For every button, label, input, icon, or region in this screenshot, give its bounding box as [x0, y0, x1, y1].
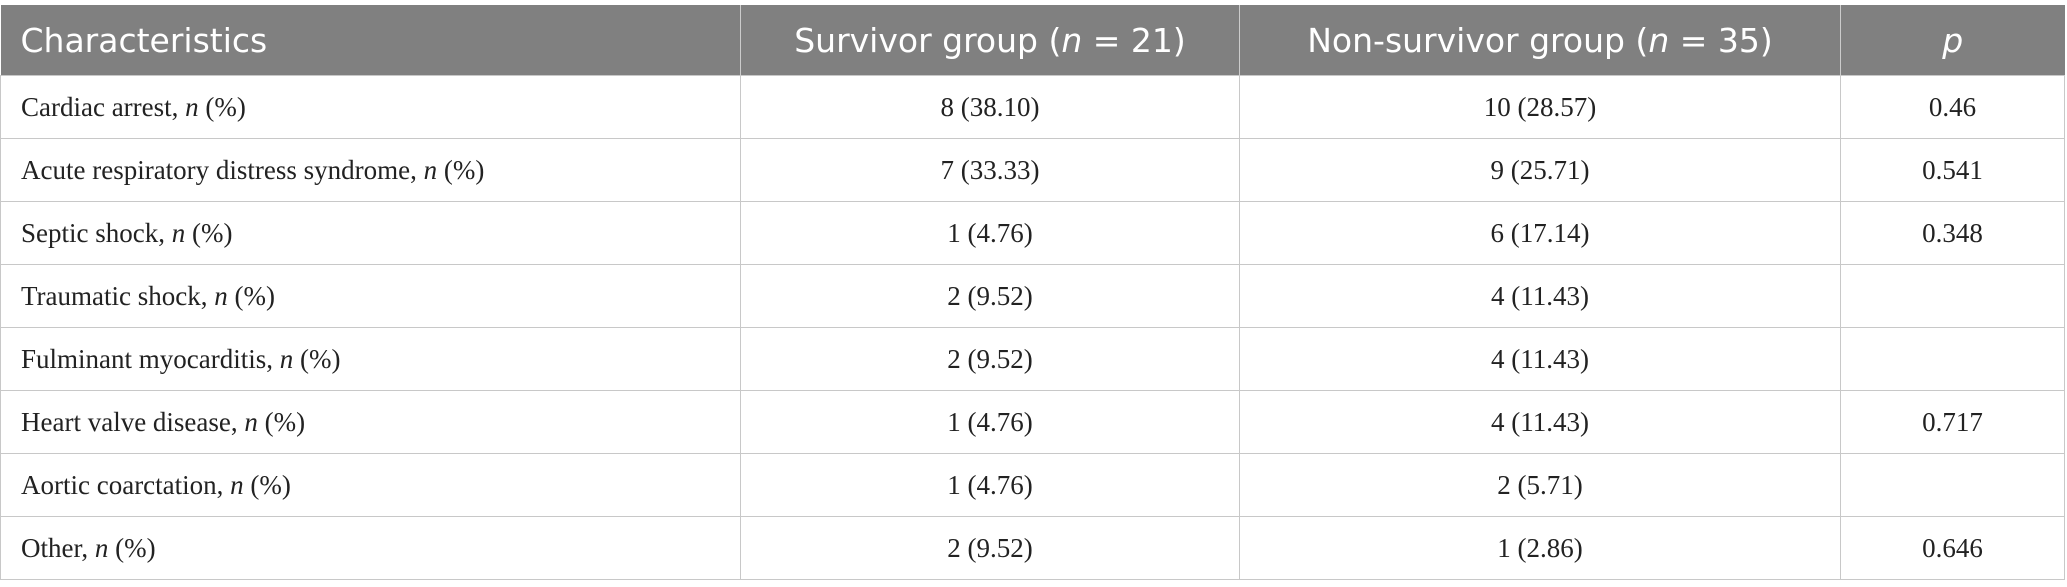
cell: 1 (2.86) [1239, 516, 1841, 580]
text: Characteristics [20, 20, 268, 60]
table-row: Acute respiratory distress syndrome, n (… [0, 138, 2065, 202]
text: = 21) [1082, 20, 1186, 60]
cell: 0.541 [1840, 138, 2065, 202]
table-row: Other, n (%) 2 (9.52) 1 (2.86) 0.646 [0, 516, 2065, 580]
header-row: Characteristics Survivor group (n = 21) No… [0, 5, 2065, 76]
row-label: Aortic coarctation, n (%) [0, 453, 741, 517]
row-label: Traumatic shock, n (%) [0, 264, 741, 328]
data-table: Characteristics Survivor group (n = 21) No… [0, 5, 2065, 580]
cell: 1 (4.76) [740, 390, 1240, 454]
table-row: Fulminant myocarditis, n (%) 2 (9.52) 4 (1… [0, 327, 2065, 391]
row-label: Septic shock, n (%) [0, 201, 741, 265]
italic-text: n [214, 280, 228, 311]
cell: 1 (4.76) [740, 201, 1240, 265]
cell: 1 (4.76) [740, 453, 1240, 517]
text: (%) [198, 91, 246, 122]
cell: 0.717 [1840, 390, 2065, 454]
cell: 2 (9.52) [740, 516, 1240, 580]
text: Survivor group ( [794, 20, 1062, 60]
column-header: p [1840, 5, 2065, 76]
text: Septic shock, [21, 217, 172, 248]
row-label: Other, n (%) [0, 516, 741, 580]
italic-text: p [1942, 20, 1964, 60]
cell: 2 (5.71) [1239, 453, 1841, 517]
italic-text: n [279, 343, 294, 374]
text: Fulminant myocarditis, [21, 343, 280, 374]
text: Cardiac arrest, [21, 91, 186, 122]
text: (%) [185, 217, 233, 248]
text: (%) [227, 280, 275, 311]
italic-text: n [185, 91, 199, 122]
column-header: Characteristics [0, 5, 741, 76]
italic-text: n [423, 154, 438, 185]
table-row: Cardiac arrest, n (%) 8 (38.10) 10 (28.57)… [0, 75, 2065, 139]
text: Other, [21, 532, 95, 563]
italic-text: n [94, 532, 109, 563]
text: (%) [293, 343, 341, 374]
table-row: Septic shock, n (%) 1 (4.76) 6 (17.14) 0.34… [0, 201, 2065, 265]
cell [1840, 453, 2065, 517]
cell: 2 (9.52) [740, 264, 1240, 328]
cell [1840, 327, 2065, 391]
row-label: Cardiac arrest, n (%) [0, 75, 741, 139]
text: Acute respiratory distress syndrome, [21, 154, 424, 185]
table-row: Aortic coarctation, n (%) 1 (4.76) 2 (5.71… [0, 453, 2065, 517]
text: (%) [437, 154, 485, 185]
column-header: Survivor group (n = 21) [740, 5, 1240, 76]
italic-text: n [1061, 20, 1083, 60]
cell: 4 (11.43) [1239, 264, 1841, 328]
italic-text: n [171, 217, 186, 248]
cell: 6 (17.14) [1239, 201, 1841, 265]
text: (%) [108, 532, 156, 563]
column-header: Non-survivor group (n = 35) [1239, 5, 1841, 76]
cell: 0.348 [1840, 201, 2065, 265]
table-body: Cardiac arrest, n (%) 8 (38.10) 10 (28.57)… [0, 75, 2065, 580]
row-label: Heart valve disease, n (%) [0, 390, 741, 454]
cell: 10 (28.57) [1239, 75, 1841, 139]
text: Aortic coarctation, [21, 469, 231, 500]
italic-text: n [244, 406, 258, 437]
cell: 4 (11.43) [1239, 327, 1841, 391]
cell: 7 (33.33) [740, 138, 1240, 202]
text: = 35) [1669, 20, 1773, 60]
cell: 0.46 [1840, 75, 2065, 139]
text: (%) [243, 469, 291, 500]
cell: 4 (11.43) [1239, 390, 1841, 454]
text: (%) [257, 406, 306, 437]
text: Traumatic shock, [21, 280, 215, 311]
page: Characteristics Survivor group (n = 21) No… [0, 5, 2067, 587]
row-label: Fulminant myocarditis, n (%) [0, 327, 741, 391]
italic-text: n [230, 469, 244, 500]
italic-text: n [1648, 20, 1670, 60]
row-label: Acute respiratory distress syndrome, n (… [0, 138, 741, 202]
cell [1840, 264, 2065, 328]
cell: 0.646 [1840, 516, 2065, 580]
table-row: Heart valve disease, n (%) 1 (4.76) 4 (11.… [0, 390, 2065, 454]
cell: 9 (25.71) [1239, 138, 1841, 202]
table-row: Traumatic shock, n (%) 2 (9.52) 4 (11.43) [0, 264, 2065, 328]
text: Non-survivor group ( [1307, 20, 1649, 60]
cell: 2 (9.52) [740, 327, 1240, 391]
cell: 8 (38.10) [740, 75, 1240, 139]
text: Heart valve disease, [21, 406, 245, 437]
